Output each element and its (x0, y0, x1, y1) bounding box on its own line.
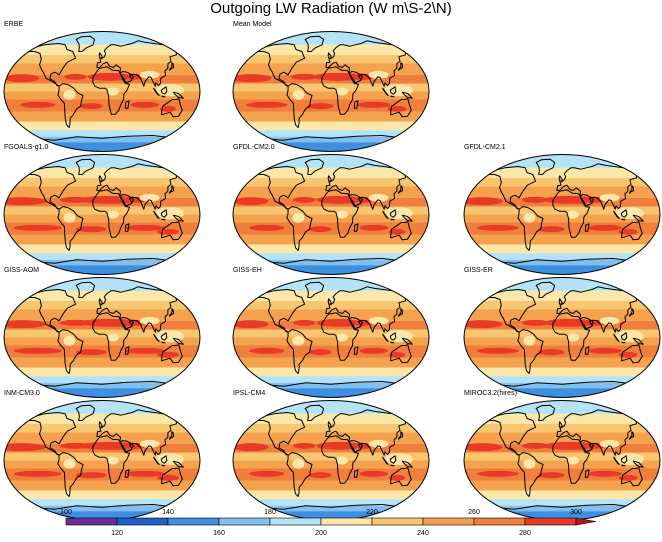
colorbar-swatch (65, 517, 118, 526)
panel-label: GISS-EH (233, 267, 262, 274)
colorbar-bottom-label: 160 (213, 530, 225, 537)
colorbar-swatch (320, 517, 373, 526)
colorbar: 100 140 180 220 260 300 120 160 200 240 280 (60, 509, 597, 537)
world-map (463, 400, 661, 521)
colorbar-top-label: 140 (162, 509, 174, 516)
colorbar-swatch (371, 517, 424, 526)
colorbar-swatch (116, 517, 169, 526)
colorbar-boxes (65, 517, 597, 526)
world-map (232, 277, 430, 398)
colorbar-swatch (473, 517, 526, 526)
colorbar-bottom-label: 280 (519, 530, 531, 537)
colorbar-top-labels: 100 140 180 220 260 300 (60, 509, 582, 516)
map-panel-gfdl-cm2-0: GFDL-CM2.0 (231, 143, 431, 278)
map-panel-giss-aom: GISS-AOM (2, 266, 202, 401)
panel-label: FGOALS-g1.0 (4, 144, 49, 151)
colorbar-top-label: 300 (570, 509, 582, 516)
colorbar-swatch (269, 517, 322, 526)
panel-label: GISS-AOM (4, 267, 40, 274)
colorbar-top-label: 220 (366, 509, 378, 516)
world-map (232, 400, 430, 521)
world-map (3, 31, 201, 152)
panel-label: GFDL-CM2.1 (464, 144, 506, 151)
colorbar-swatch (422, 517, 475, 526)
colorbar-top-label: 260 (468, 509, 480, 516)
panel-label: Mean Model (233, 21, 272, 28)
map-panel-fgoals-g1-0: FGOALS-g1.0 (2, 143, 202, 278)
world-map (463, 154, 661, 275)
panel-label: MIROC3.2(hires) (464, 390, 517, 397)
world-map (232, 31, 430, 152)
panel-label: GISS-ER (464, 267, 493, 274)
map-panel-erbe: ERBE (2, 20, 202, 155)
map-panel-miroc3-2-hires: MIROC3.2(hires) (462, 389, 662, 524)
colorbar-top-label: 180 (264, 509, 276, 516)
colorbar-arrow (575, 517, 597, 526)
panel-label: ERBE (4, 21, 24, 28)
colorbar-top-label: 100 (60, 509, 72, 516)
map-panel-inm-cm3-0: INM-CM3.0 (2, 389, 202, 524)
map-panel-mean-model: Mean Model (231, 20, 431, 155)
map-panel-giss-eh: GISS-EH (231, 266, 431, 401)
colorbar-swatch (167, 517, 220, 526)
colorbar-bottom-labels: 120 160 200 240 280 (111, 530, 531, 537)
page-title: Outgoing LW Radiation (W m\S-2\N) (210, 0, 452, 17)
world-map (232, 154, 430, 275)
map-panel-ipsl-cm4: IPSL-CM4 (231, 389, 431, 524)
panel-label: GFDL-CM2.0 (233, 144, 275, 151)
panel-label: IPSL-CM4 (233, 390, 266, 397)
colorbar-swatch (218, 517, 271, 526)
map-panel-giss-er: GISS-ER (462, 266, 662, 401)
colorbar-bottom-label: 240 (417, 530, 429, 537)
world-map (3, 277, 201, 398)
colorbar-bottom-label: 200 (315, 530, 327, 537)
map-panel-gfdl-cm2-1: GFDL-CM2.1 (462, 143, 662, 278)
world-map (3, 154, 201, 275)
colorbar-swatch (524, 517, 577, 526)
world-map (463, 277, 661, 398)
colorbar-bottom-label: 120 (111, 530, 123, 537)
panel-label: INM-CM3.0 (4, 390, 40, 397)
world-map (3, 400, 201, 521)
